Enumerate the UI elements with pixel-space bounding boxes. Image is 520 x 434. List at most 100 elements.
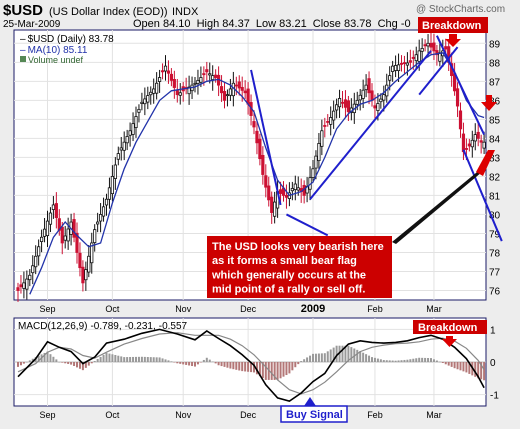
macd-histogram-bar bbox=[276, 362, 279, 380]
macd-histogram-bar bbox=[96, 358, 99, 362]
candle-body bbox=[343, 99, 348, 108]
macd-histogram-bar bbox=[164, 359, 167, 362]
candle-body bbox=[379, 98, 383, 103]
macd-histogram-bar bbox=[185, 362, 188, 365]
candle-body bbox=[290, 188, 294, 192]
macd-x-tick-label: Dec bbox=[240, 410, 257, 420]
macd-histogram-bar bbox=[152, 357, 155, 362]
candle-body bbox=[40, 236, 44, 242]
macd-histogram-bar bbox=[335, 345, 338, 362]
candle-body bbox=[22, 282, 26, 289]
macd-histogram-bar bbox=[238, 362, 241, 371]
macd-histogram-bar bbox=[37, 355, 40, 362]
macd-histogram-bar bbox=[143, 356, 146, 362]
macd-histogram-bar bbox=[285, 362, 288, 376]
candle-body bbox=[346, 100, 351, 113]
candle-body bbox=[81, 266, 85, 284]
macd-x-tick-label: Oct bbox=[105, 410, 120, 420]
candle-body bbox=[19, 284, 23, 288]
candle-body bbox=[131, 123, 135, 135]
candle-body bbox=[48, 212, 53, 225]
macd-histogram-bar bbox=[179, 362, 182, 364]
note-line: which generally occurs at the bbox=[211, 269, 366, 281]
candle-body bbox=[361, 89, 365, 99]
macd-histogram-bar bbox=[102, 354, 105, 362]
macd-histogram-bar bbox=[214, 362, 217, 364]
candle-body bbox=[199, 77, 203, 83]
candle-body bbox=[340, 101, 345, 104]
candle-body bbox=[60, 226, 64, 244]
macd-histogram-bar bbox=[137, 356, 140, 362]
macd-histogram-bar bbox=[391, 360, 394, 362]
macd-x-tick-label: Mar bbox=[426, 410, 442, 420]
macd-histogram-bar bbox=[329, 349, 332, 362]
macd-histogram-bar bbox=[373, 357, 376, 362]
buy-signal-badge bbox=[280, 405, 348, 423]
candle-body bbox=[54, 203, 58, 219]
breakdown-top-label: Breakdown bbox=[422, 20, 482, 32]
macd-histogram-bar bbox=[161, 358, 164, 362]
candle-body bbox=[311, 168, 315, 178]
candle-body bbox=[358, 94, 362, 101]
candle-body bbox=[78, 252, 82, 269]
macd-breakdown-arrow-icon bbox=[442, 336, 457, 347]
candle-body bbox=[323, 125, 327, 127]
macd-tick-label: 0 bbox=[490, 358, 496, 369]
candle-body bbox=[187, 86, 191, 95]
macd-histogram-bar bbox=[117, 355, 120, 362]
macd-histogram-bar bbox=[421, 357, 424, 362]
note-line: as it forms a small bear flag bbox=[212, 255, 357, 267]
macd-legend: MACD(12,26,9) -0.789, -0.231, -0.557 bbox=[18, 321, 188, 332]
macd-histogram-bar bbox=[199, 362, 202, 363]
macd-signal-line bbox=[17, 332, 485, 395]
moving-average-line bbox=[29, 52, 485, 295]
macd-histogram-bar bbox=[220, 362, 223, 367]
macd-histogram-bar bbox=[365, 354, 368, 362]
candle-body bbox=[258, 138, 262, 160]
macd-histogram-bar bbox=[196, 362, 199, 365]
macd-histogram-bar bbox=[244, 362, 247, 372]
price-tick-label: 81 bbox=[489, 191, 501, 202]
candle-body bbox=[270, 196, 274, 213]
macd-histogram-bar bbox=[415, 358, 418, 362]
macd-histogram-bar bbox=[314, 353, 317, 362]
candle-body bbox=[152, 88, 156, 94]
candle-body bbox=[63, 235, 67, 241]
macd-histogram-bar bbox=[477, 362, 480, 379]
candle-body bbox=[482, 141, 486, 149]
macd-histogram-bar bbox=[182, 362, 185, 365]
exchange-label: INDX bbox=[172, 6, 199, 18]
macd-histogram-bar bbox=[371, 357, 373, 362]
macd-histogram-bar bbox=[279, 362, 282, 379]
macd-histogram-bar bbox=[135, 356, 137, 362]
macd-histogram-bar bbox=[447, 362, 450, 366]
candle-body bbox=[329, 117, 333, 125]
macd-histogram-bar bbox=[474, 362, 477, 377]
candle-body bbox=[211, 75, 215, 80]
candle-body bbox=[146, 95, 150, 103]
candle-body bbox=[107, 187, 112, 200]
macd-histogram-bar bbox=[93, 361, 96, 362]
candle-body bbox=[99, 214, 103, 222]
price-tick-label: 85 bbox=[489, 115, 501, 126]
candle-body bbox=[467, 143, 471, 147]
macd-histogram-bar bbox=[332, 347, 335, 362]
candle-body bbox=[320, 130, 324, 147]
candle-body bbox=[261, 155, 265, 175]
candle-body bbox=[432, 42, 436, 52]
breakdown-top-badge bbox=[418, 17, 488, 33]
candle-body bbox=[72, 219, 76, 238]
candle-body bbox=[438, 52, 442, 62]
macd-histogram-bar bbox=[427, 358, 430, 362]
candle-body bbox=[110, 176, 114, 195]
x-tick-label: Feb bbox=[367, 304, 383, 314]
macd-histogram-bar bbox=[170, 361, 173, 362]
candle-body bbox=[87, 255, 91, 273]
candle-body bbox=[255, 130, 259, 144]
macd-histogram-bar bbox=[282, 362, 285, 377]
breakdown-pointer-arrow-icon bbox=[476, 150, 495, 176]
candle-body bbox=[326, 121, 330, 123]
macd-histogram-bar bbox=[359, 351, 362, 362]
candle-body bbox=[101, 206, 106, 217]
macd-histogram-bar bbox=[264, 362, 267, 380]
